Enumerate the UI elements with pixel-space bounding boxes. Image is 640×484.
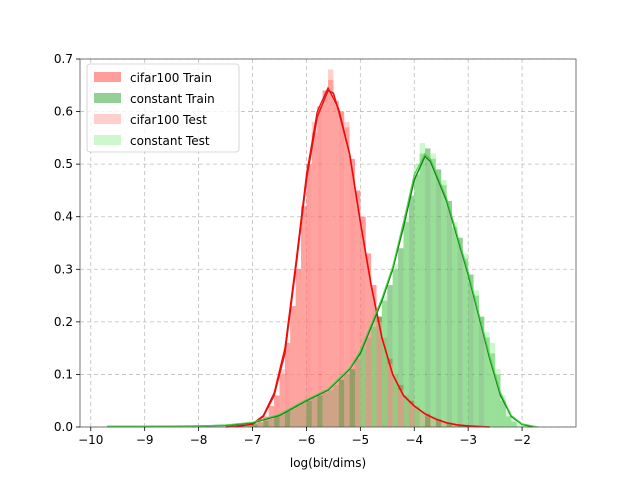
legend-label: cifar100 Test bbox=[130, 113, 207, 127]
histogram-bar bbox=[284, 411, 291, 427]
histogram-bar bbox=[365, 258, 372, 427]
histogram-bar bbox=[317, 395, 323, 427]
histogram-bar bbox=[457, 237, 463, 427]
kde-curves bbox=[106, 86, 539, 428]
histogram-bar bbox=[360, 348, 366, 427]
histogram-bar bbox=[473, 290, 479, 427]
histogram-bar bbox=[511, 419, 517, 427]
x-tick-label: −2 bbox=[513, 433, 531, 447]
histogram-bar bbox=[408, 195, 415, 427]
legend-swatch bbox=[94, 114, 121, 124]
histogram-bar bbox=[452, 221, 458, 427]
histogram-bar bbox=[376, 321, 382, 427]
histogram-bar bbox=[344, 122, 350, 427]
x-axis-label: log(bit/dims) bbox=[290, 456, 366, 470]
y-tick-label: 0.0 bbox=[54, 420, 73, 434]
histogram-bar bbox=[328, 69, 334, 427]
histogram-bar bbox=[505, 411, 512, 427]
histogram-bar bbox=[295, 279, 302, 427]
histogram-bar bbox=[392, 264, 399, 427]
histogram-bar bbox=[274, 416, 280, 427]
histogram-bar bbox=[500, 395, 506, 427]
histogram-bar bbox=[446, 200, 452, 427]
histogram-bar bbox=[478, 316, 485, 427]
histogram-bar bbox=[398, 390, 404, 427]
histogram-bar bbox=[495, 369, 501, 427]
histogram-bar bbox=[252, 422, 258, 427]
histogram-bar bbox=[360, 216, 366, 427]
histogram-bar bbox=[306, 400, 312, 427]
histogram-bar bbox=[462, 253, 469, 427]
histogram-bar bbox=[441, 179, 447, 427]
histogram-bar bbox=[489, 342, 496, 427]
kde-line bbox=[106, 152, 539, 428]
histogram-series bbox=[360, 143, 528, 427]
y-tick-label: 0.4 bbox=[54, 210, 73, 224]
legend-swatch bbox=[94, 93, 121, 103]
histogram-bar bbox=[322, 95, 328, 428]
histogram-bar bbox=[354, 200, 361, 427]
histogram-bar bbox=[419, 143, 426, 427]
y-tick-label: 0.7 bbox=[54, 52, 73, 66]
histogram-bar bbox=[484, 332, 490, 427]
kde-line bbox=[106, 155, 534, 428]
histogram-bar bbox=[349, 369, 355, 427]
y-tick-label: 0.3 bbox=[54, 262, 73, 276]
histogram-bar bbox=[284, 342, 291, 427]
y-tick-label: 0.1 bbox=[54, 367, 73, 381]
histogram-bar bbox=[290, 311, 296, 427]
x-tick-label: −4 bbox=[405, 433, 423, 447]
histogram-bar bbox=[387, 363, 393, 427]
histogram-bar bbox=[425, 148, 431, 427]
histogram-bar bbox=[398, 248, 404, 427]
legend-label: constant Test bbox=[130, 134, 210, 148]
y-tick-label: 0.2 bbox=[54, 315, 73, 329]
kde-line bbox=[236, 86, 480, 428]
legend-label: cifar100 Train bbox=[130, 71, 212, 85]
x-tick-label: −6 bbox=[298, 433, 316, 447]
x-tick-label: −3 bbox=[459, 433, 477, 447]
histogram-bar bbox=[263, 420, 269, 427]
histogram-bar bbox=[301, 216, 307, 427]
histogram-bar bbox=[338, 111, 345, 428]
histogram-bar bbox=[381, 295, 388, 427]
x-tick-label: −10 bbox=[78, 433, 103, 447]
histogram-series bbox=[257, 69, 458, 428]
histogram-bar bbox=[403, 216, 409, 427]
axes: −10 −9 −8 −7 −6 −5 −4 −3 −2 0.0 0.1 0.2 0.3 0.4 0.5 0.6… bbox=[54, 52, 531, 447]
histogram-bar bbox=[279, 369, 285, 427]
histogram-bar bbox=[311, 122, 318, 427]
histogram-bar bbox=[408, 403, 415, 427]
histogram-bar bbox=[349, 158, 355, 427]
y-tick-label: 0.6 bbox=[54, 105, 73, 119]
legend-label: constant Train bbox=[130, 92, 215, 106]
histogram-bar bbox=[516, 422, 523, 427]
histogram-bar bbox=[338, 379, 345, 427]
legend-swatch bbox=[94, 135, 121, 145]
legend: cifar100 Train constant Train cifar100 Tes… bbox=[86, 63, 240, 153]
histogram-bar bbox=[371, 321, 377, 427]
histogram-bar bbox=[468, 274, 474, 427]
x-tick-label: −5 bbox=[351, 433, 369, 447]
histogram-bar bbox=[274, 395, 280, 427]
histogram-bar bbox=[430, 153, 436, 427]
y-tick-label: 0.5 bbox=[54, 157, 73, 171]
histogram-bar bbox=[317, 106, 323, 428]
legend-box bbox=[86, 63, 240, 153]
legend-swatch bbox=[94, 72, 121, 82]
histogram-bar bbox=[306, 164, 312, 427]
x-tick-label: −9 bbox=[136, 433, 154, 447]
x-tick-label: −8 bbox=[190, 433, 208, 447]
x-tick-label: −7 bbox=[244, 433, 262, 447]
histogram-bar bbox=[435, 169, 442, 427]
plot-frame bbox=[79, 58, 577, 428]
histogram-bar bbox=[522, 424, 528, 427]
histogram-bar bbox=[333, 111, 339, 428]
histogram-bar bbox=[414, 164, 420, 427]
histogram-bar bbox=[257, 421, 264, 427]
histogram-bar bbox=[387, 285, 393, 427]
